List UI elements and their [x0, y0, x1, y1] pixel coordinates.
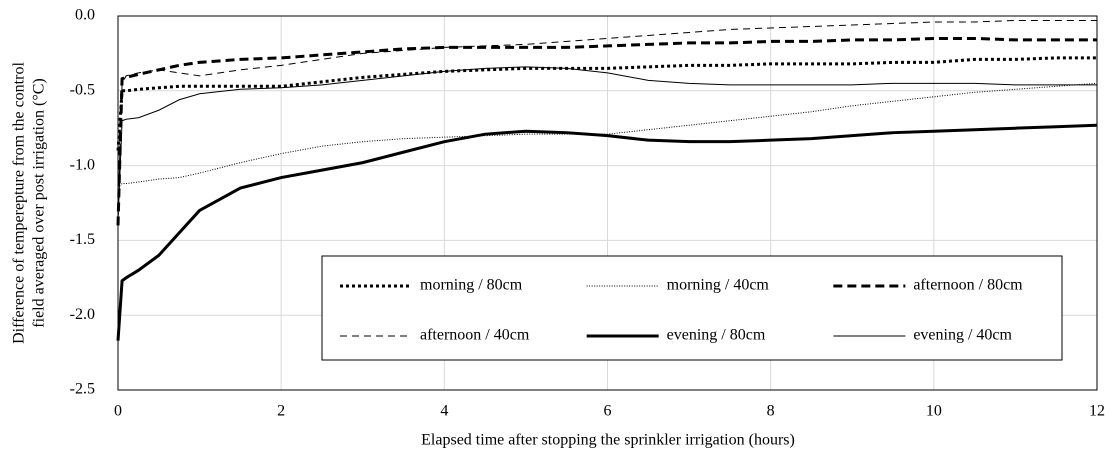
- x-tick-label: 8: [767, 403, 775, 420]
- legend-label: evening / 80cm: [667, 327, 766, 344]
- y-tick-label: -0.5: [70, 81, 95, 98]
- legend-label: afternoon / 80cm: [913, 277, 1023, 294]
- x-tick-label: 4: [440, 403, 448, 420]
- y-tick-label: -2.5: [70, 381, 95, 398]
- x-tick-label: 0: [114, 403, 122, 420]
- x-tick-label: 2: [277, 403, 285, 420]
- y-tick-label: 0.0: [75, 7, 95, 24]
- x-tick-label: 12: [1089, 403, 1105, 420]
- data-line: [116, 56, 1097, 151]
- y-axis-label: Difference of temperepture from the cont…: [11, 62, 28, 344]
- y-tick-label: -2.0: [70, 306, 95, 323]
- y-tick-label: -1.5: [70, 231, 95, 248]
- data-line: [116, 36, 1097, 226]
- legend-box: [321, 255, 1063, 361]
- data-line: [116, 123, 1098, 341]
- x-tick-label: 10: [926, 403, 942, 420]
- data-line: [117, 19, 1097, 211]
- y-axis-label: field averaged over post irrigation (°C): [31, 78, 48, 327]
- x-tick-label: 6: [604, 403, 612, 420]
- y-tick-label: -1.0: [70, 156, 95, 173]
- legend-label: evening / 40cm: [913, 327, 1012, 344]
- legend-label: afternoon / 40cm: [420, 327, 530, 344]
- legend-label: morning / 40cm: [667, 277, 770, 294]
- data-line: [117, 66, 1097, 223]
- legend-label: morning / 80cm: [420, 277, 523, 294]
- x-axis-label: Elapsed time after stopping the sprinkle…: [421, 432, 795, 449]
